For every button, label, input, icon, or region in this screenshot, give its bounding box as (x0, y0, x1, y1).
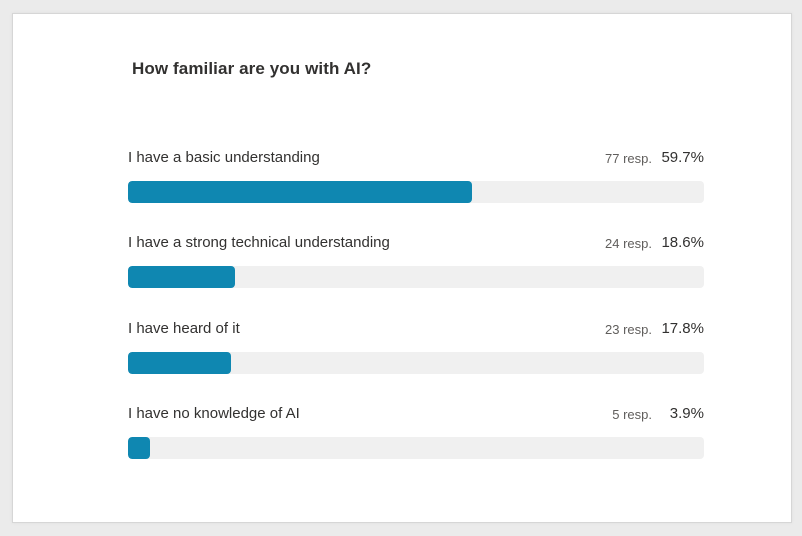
response-count: 23 resp. (605, 322, 652, 337)
option-label: I have no knowledge of AI (128, 405, 300, 422)
question-title: How familiar are you with AI? (132, 59, 372, 78)
response-count: 24 resp. (605, 236, 652, 251)
bar-fill (128, 181, 472, 203)
bar-fill (128, 266, 236, 288)
option-label: I have a basic understanding (128, 149, 320, 166)
percent-label: 59.7% (661, 149, 704, 166)
bar-track (128, 352, 704, 374)
percent-label: 17.8% (661, 320, 704, 337)
poll-results-card: How familiar are you with AI? I have a b… (12, 13, 792, 523)
bar-fill (128, 437, 151, 459)
percent-label: 18.6% (661, 234, 704, 251)
bar-track (128, 181, 704, 203)
option-label: I have heard of it (128, 320, 240, 337)
response-count: 77 resp. (605, 151, 652, 166)
response-count: 5 resp. (612, 407, 652, 422)
bar-track (128, 437, 704, 459)
bar-fill (128, 352, 231, 374)
percent-label: 3.9% (669, 405, 704, 422)
bar-track (128, 266, 704, 288)
option-label: I have a strong technical understanding (128, 234, 390, 251)
